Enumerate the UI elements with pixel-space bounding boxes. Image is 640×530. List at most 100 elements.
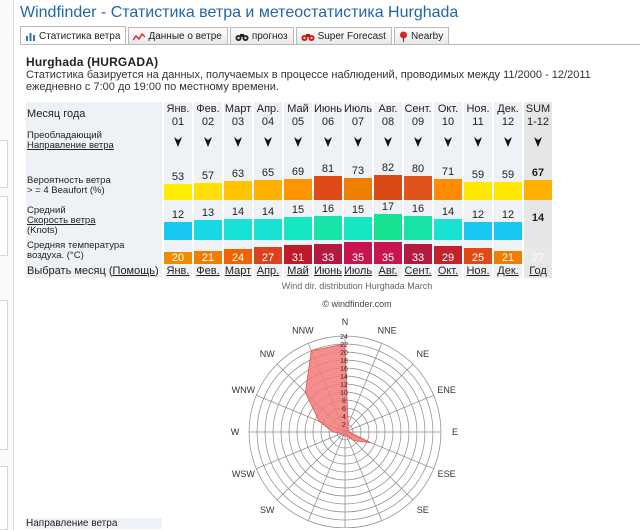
binoculars-red-icon — [301, 33, 315, 41]
probability-cell: 57 — [194, 154, 222, 200]
probability-value: 65 — [261, 167, 275, 179]
row-label-direction: Преобладающий Направление ветра — [26, 130, 162, 154]
tab-bar: Статистика ветра Данные о ветре прогноз … — [20, 26, 451, 45]
wind-speed-cell: 17 — [374, 200, 402, 240]
probability-value: 82 — [381, 162, 395, 174]
rose-ring-label: 10 — [340, 390, 348, 397]
wind-direction-arrow-icon — [344, 130, 372, 154]
wind-direction-arrow-icon — [314, 130, 342, 154]
arrow-south-icon — [324, 137, 332, 147]
sidebar-box — [0, 300, 8, 450]
temperature-bar — [344, 242, 372, 264]
rose-spoke — [344, 394, 434, 433]
tab-nearby[interactable]: Nearby — [393, 27, 450, 45]
tab-label: Статистика ветра — [39, 30, 121, 42]
temperature-value: 27 — [261, 252, 275, 264]
wind-speed-value: 14 — [261, 206, 275, 218]
wind-speed-value: 14 — [531, 212, 545, 224]
rose-spoke — [344, 431, 414, 501]
wind-speed-value: 16 — [321, 203, 335, 215]
label-temp-2: воздуха. (°C) — [27, 250, 84, 261]
wind-speed-value: 12 — [471, 209, 485, 221]
wind-speed-value: 12 — [501, 209, 515, 221]
select-month-link[interactable]: Июнь — [314, 264, 342, 278]
probability-bar — [284, 179, 312, 200]
select-month-link[interactable]: Дек. — [494, 264, 522, 278]
rose-direction-label: WSW — [232, 469, 255, 479]
select-month-link[interactable]: Июль — [344, 264, 373, 278]
select-month-link[interactable]: Март — [224, 264, 252, 278]
select-month-link[interactable]: Апр. — [254, 264, 282, 278]
probability-bar — [404, 176, 432, 200]
label-direction-link[interactable]: Направление ветра — [27, 140, 114, 151]
row-label-select-month: Выбрать месяц (Помощь) — [26, 264, 162, 278]
probability-cell: 69 — [284, 154, 312, 200]
probability-cell: 65 — [254, 154, 282, 200]
rose-spoke — [344, 343, 383, 433]
tab-super-forecast[interactable]: Super Forecast — [295, 27, 392, 45]
month-name: Июнь — [314, 103, 342, 115]
temperature-cell: 27 — [254, 240, 282, 264]
label-direction-1: Преобладающий — [27, 130, 102, 141]
month-number: 09 — [411, 116, 425, 128]
month-column-header: Март 03 — [224, 102, 252, 130]
temperature-value: 35 — [351, 252, 365, 264]
select-month-link[interactable]: Фев. — [194, 264, 222, 278]
rose-direction-label: NNW — [292, 325, 314, 335]
month-number: 1-12 — [526, 116, 550, 128]
select-month-link[interactable]: Окт. — [434, 264, 462, 278]
probability-cell: 73 — [344, 154, 372, 200]
rose-direction-label: SW — [260, 505, 275, 515]
temperature-bar — [194, 251, 222, 264]
tab-label: Nearby — [410, 31, 444, 42]
month-name: Дек. — [497, 103, 519, 115]
probability-value: 67 — [531, 167, 545, 179]
temperature-value: 31 — [291, 252, 305, 264]
label-speed-link[interactable]: Скорость ветра — [27, 215, 96, 226]
probability-bar — [524, 180, 552, 200]
select-month-link[interactable]: Янв. — [164, 264, 192, 278]
page-title: Windfinder - Статистика ветра и метеоста… — [20, 4, 459, 21]
temperature-bar — [464, 248, 492, 264]
temperature-bar — [314, 244, 342, 264]
label-probability-2: > = 4 Beaufort (%) — [27, 185, 105, 196]
month-name: Янв. — [166, 103, 190, 115]
wind-direction-arrow-icon — [194, 130, 222, 154]
temperature-cell: 35 — [374, 240, 402, 264]
rose-spoke — [344, 363, 414, 433]
tab-wind-statistics[interactable]: Статистика ветра — [20, 26, 127, 45]
temperature-value: 21 — [501, 252, 515, 264]
month-column-header: Авг. 08 — [374, 102, 402, 130]
probability-bar — [344, 178, 372, 200]
row-label-temperature: Средняя температура воздуха. (°C) — [26, 240, 162, 264]
wind-speed-cell: 14 — [254, 200, 282, 240]
tab-wind-data[interactable]: Данные о ветре — [128, 27, 228, 45]
wind-speed-cell: 12 — [464, 200, 492, 240]
temperature-value: 25 — [471, 252, 485, 264]
binoculars-icon — [235, 33, 249, 41]
select-month-link[interactable]: Май — [284, 264, 312, 278]
month-number: 08 — [381, 116, 395, 128]
probability-value: 73 — [351, 165, 365, 177]
bar-chart-icon — [26, 33, 35, 41]
wind-direction-arrow-icon — [434, 130, 462, 154]
temperature-cell: 33 — [314, 240, 342, 264]
rose-direction-label: W — [231, 427, 240, 437]
temperature-cell: 31 — [284, 240, 312, 264]
probability-bar — [434, 179, 462, 200]
select-month-link[interactable]: Ноя. — [464, 264, 492, 278]
select-month-link[interactable]: Год — [524, 264, 552, 278]
arrow-south-icon — [234, 137, 242, 147]
wind-direction-arrow-icon — [164, 130, 192, 154]
rose-ring-label: 8 — [342, 398, 346, 405]
station-name: Hurghada (HURGADA) — [26, 55, 159, 69]
wind-speed-cell: 16 — [404, 200, 432, 240]
select-month-link[interactable]: Сент. — [404, 264, 432, 278]
month-column-header: Июнь 06 — [314, 102, 342, 130]
probability-value: 71 — [441, 166, 455, 178]
select-month-link[interactable]: Авг. — [374, 264, 402, 278]
tab-label: Данные о ветре — [148, 31, 222, 42]
tab-forecast[interactable]: прогноз — [229, 27, 294, 45]
help-link[interactable]: Помощь — [112, 265, 156, 277]
temperature-value: 24 — [231, 252, 245, 264]
